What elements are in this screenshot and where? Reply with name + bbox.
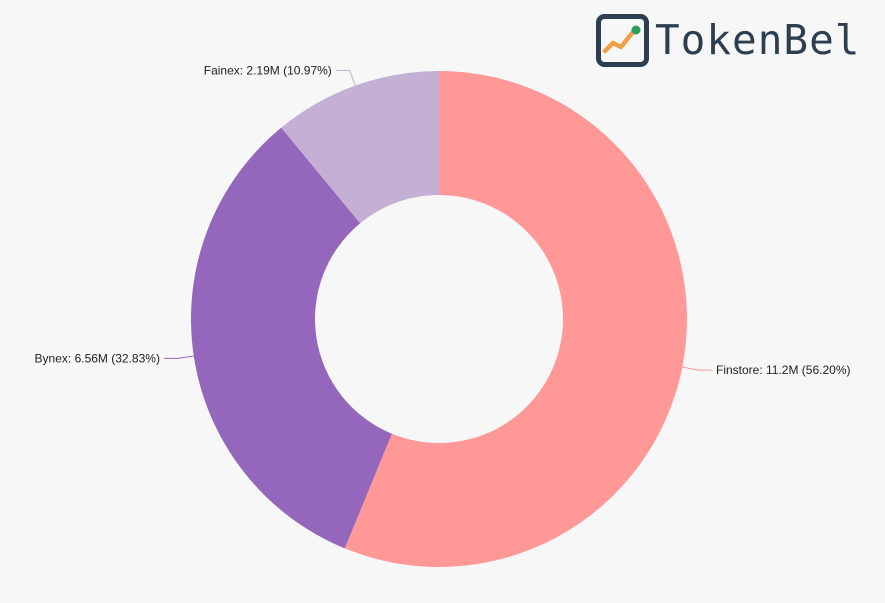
slice-label-finstore: Finstore: 11.2M (56.20%) [716, 363, 851, 377]
leader-line-finstore [682, 366, 713, 371]
slice-label-bynex: Bynex: 6.56M (32.83%) [35, 351, 160, 365]
brand-name: TokenBel [655, 16, 861, 64]
leader-line-fainex [335, 70, 356, 86]
slice-bynex[interactable] [190, 127, 392, 549]
slice-label-fainex: Fainex: 2.19M (10.97%) [204, 64, 332, 78]
trend-chart-icon [596, 14, 649, 67]
leader-line-bynex [163, 355, 194, 359]
brand-logo: TokenBel [596, 14, 860, 67]
slice-finstore[interactable] [344, 71, 688, 567]
slice-fainex[interactable] [281, 71, 439, 224]
